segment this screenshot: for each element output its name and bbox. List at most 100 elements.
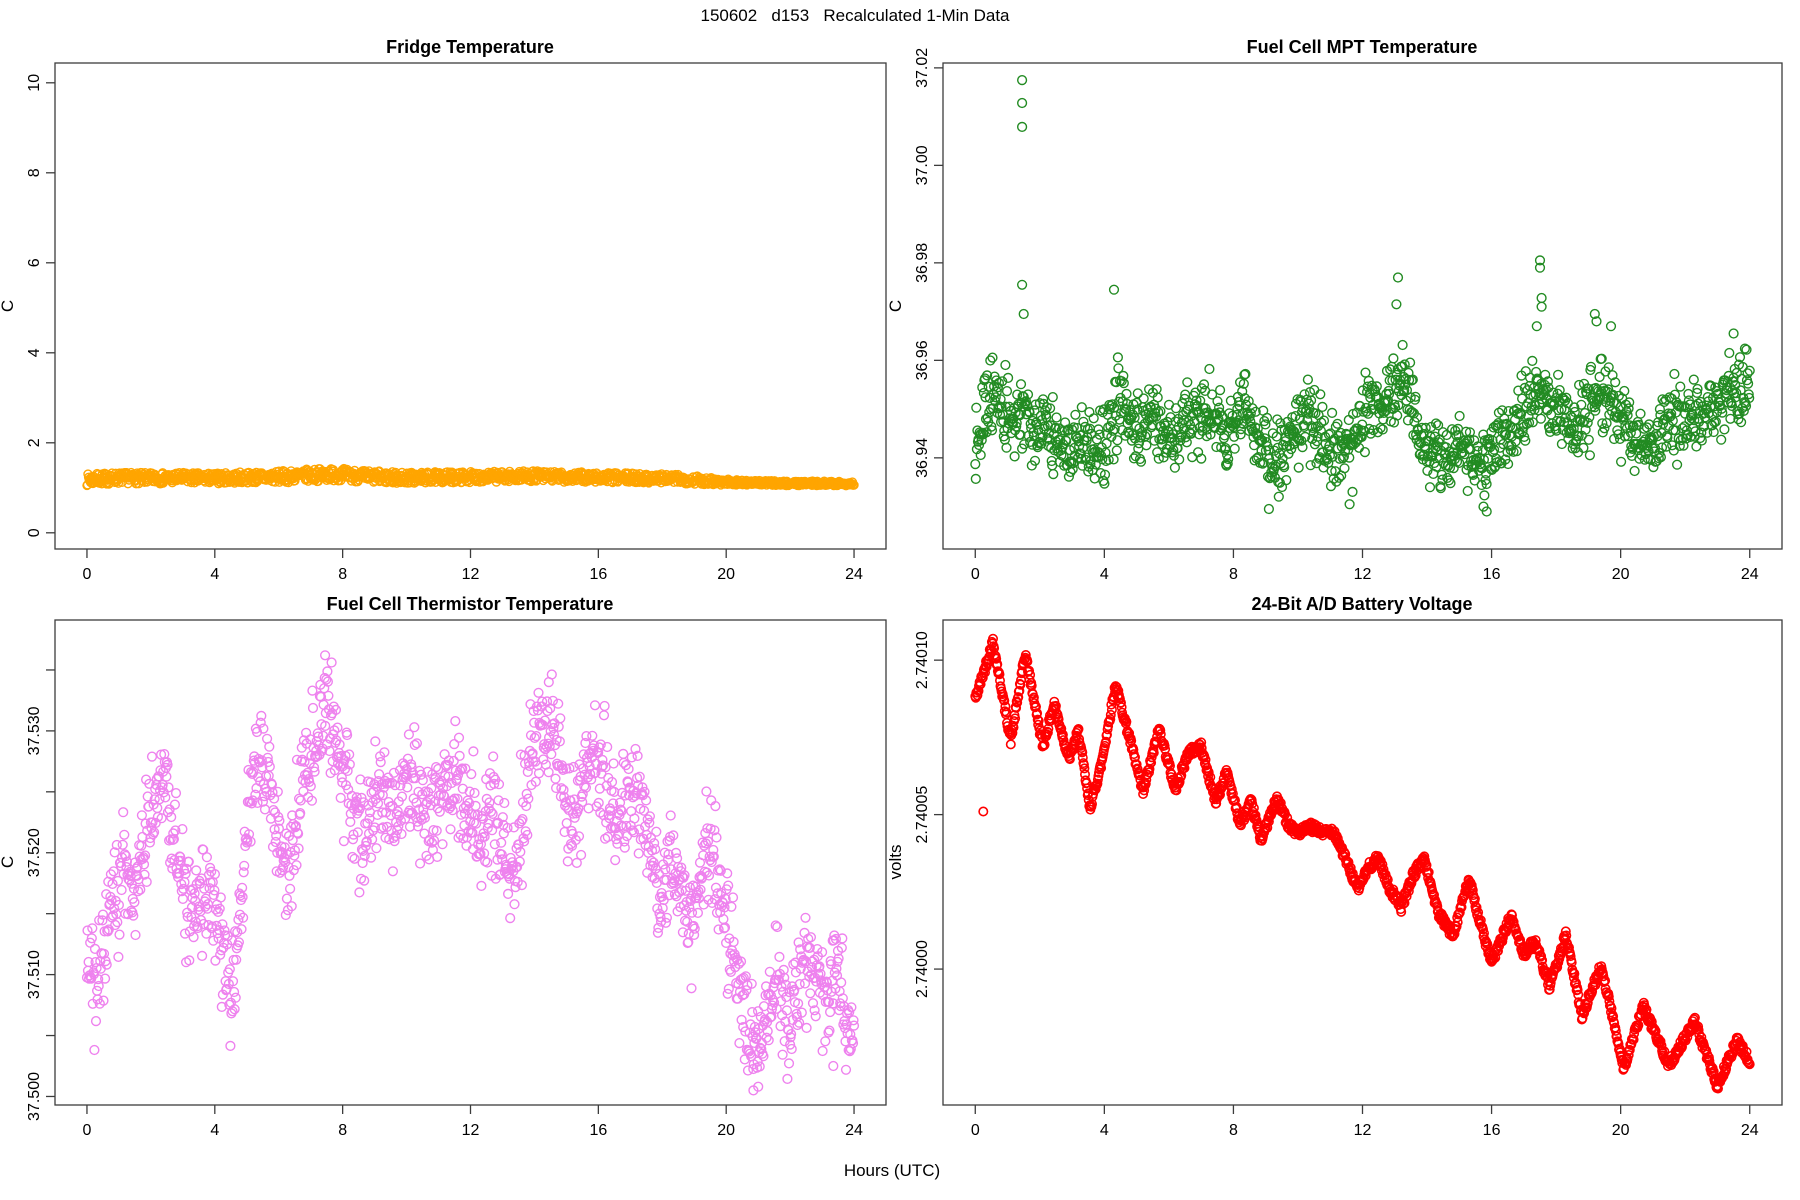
- data-point: [1050, 422, 1061, 433]
- data-point: [979, 373, 991, 384]
- data-point: [970, 459, 981, 470]
- data-points-layer: [970, 74, 1755, 517]
- data-point: [1112, 352, 1124, 363]
- data-point: [184, 955, 195, 966]
- x-tick-label: 4: [1100, 1122, 1109, 1139]
- data-point: [1181, 437, 1192, 448]
- data-point: [1192, 447, 1204, 458]
- data-point: [1245, 408, 1256, 419]
- data-point: [307, 702, 319, 714]
- y-tick-label: 37.510: [26, 950, 43, 999]
- x-tick-label: 20: [717, 566, 735, 583]
- data-point: [975, 449, 986, 461]
- data-point: [1671, 459, 1683, 470]
- data-point: [375, 756, 386, 768]
- data-point: [1388, 353, 1399, 364]
- data-point: [468, 746, 479, 757]
- data-point: [1157, 425, 1169, 437]
- data-point: [970, 473, 981, 485]
- data-point: [318, 699, 329, 710]
- outlier-point: [1016, 97, 1028, 109]
- data-point: [225, 1040, 236, 1052]
- x-tick-label: 16: [589, 566, 607, 583]
- data-point: [1315, 389, 1326, 400]
- data-point: [1206, 389, 1218, 400]
- x-tick-label: 24: [1741, 566, 1759, 583]
- data-point: [476, 880, 487, 892]
- data-point: [1327, 451, 1338, 462]
- data-point: [618, 757, 629, 768]
- data-point: [1404, 357, 1416, 368]
- data-point: [1479, 490, 1490, 501]
- data-point: [488, 751, 499, 762]
- data-point: [1231, 409, 1242, 421]
- data-point: [1744, 365, 1755, 376]
- data-point: [338, 835, 350, 847]
- data-point: [1279, 462, 1290, 473]
- data-point: [1594, 371, 1605, 383]
- data-point: [1047, 392, 1058, 403]
- y-tick-label: 8: [26, 168, 43, 177]
- data-point: [633, 848, 644, 859]
- data-point: [1253, 430, 1265, 441]
- data-point: [1424, 482, 1436, 493]
- data-point: [1281, 475, 1292, 486]
- data-point: [1182, 377, 1193, 388]
- y-tick-label: 2.74000: [914, 940, 931, 998]
- data-point: [610, 854, 621, 866]
- data-point: [1121, 388, 1132, 400]
- data-point: [824, 1006, 836, 1018]
- x-tick-label: 0: [971, 1122, 980, 1139]
- data-point: [665, 810, 676, 821]
- data-point: [686, 983, 697, 994]
- data-point: [1302, 374, 1314, 385]
- data-point: [1119, 403, 1131, 414]
- data-point: [1635, 408, 1646, 419]
- data-point: [547, 695, 559, 706]
- y-tick-label: 37.00: [914, 145, 931, 185]
- data-point: [1118, 378, 1129, 389]
- data-point: [272, 786, 283, 797]
- outlier-point: [1016, 279, 1028, 290]
- data-points-layer: [970, 633, 1755, 1094]
- x-tick-label: 0: [83, 566, 92, 583]
- data-point: [1061, 435, 1072, 447]
- outlier-point: [1531, 321, 1542, 332]
- data-point: [466, 768, 477, 780]
- data-point: [837, 933, 848, 944]
- data-point: [114, 929, 125, 940]
- data-point: [1198, 379, 1210, 390]
- data-point: [1029, 455, 1041, 466]
- data-point: [1214, 385, 1226, 396]
- data-point: [1312, 431, 1323, 442]
- data-point: [710, 882, 722, 893]
- data-point: [774, 951, 785, 963]
- data-point: [974, 429, 986, 440]
- outlier-point: [1344, 499, 1355, 510]
- data-point: [170, 787, 182, 799]
- data-point: [1175, 435, 1186, 446]
- data-point: [849, 480, 859, 490]
- x-tick-label: 24: [845, 1122, 863, 1139]
- data-point: [445, 824, 456, 835]
- data-point: [370, 736, 381, 747]
- outlier-point: [320, 650, 331, 661]
- data-point: [626, 752, 637, 763]
- data-point: [409, 722, 420, 733]
- data-point: [1305, 460, 1316, 471]
- data-point: [1552, 369, 1564, 380]
- data-point: [1001, 386, 1013, 397]
- data-point: [1020, 396, 1032, 407]
- data-point: [135, 884, 146, 895]
- data-point: [1213, 402, 1225, 413]
- data-point: [160, 792, 171, 803]
- data-point: [1219, 430, 1230, 441]
- data-point: [169, 799, 181, 810]
- data-point: [840, 1064, 852, 1075]
- data-point: [1343, 414, 1354, 426]
- x-tick-label: 12: [462, 1122, 480, 1139]
- data-point: [608, 758, 619, 769]
- data-point: [1629, 465, 1640, 477]
- data-point: [1118, 370, 1129, 382]
